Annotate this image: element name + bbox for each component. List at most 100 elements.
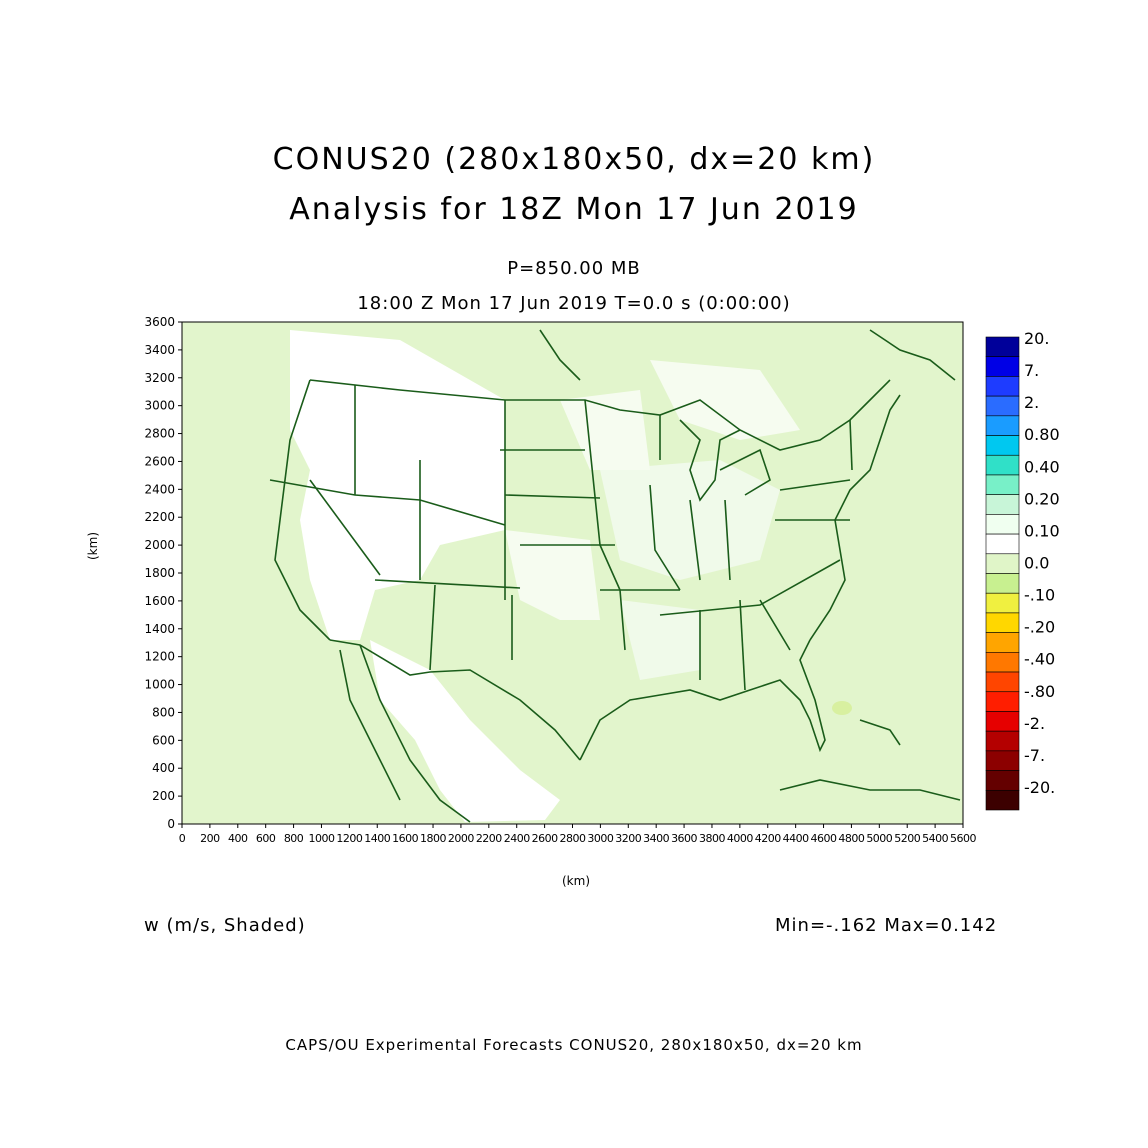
colorbar-swatch xyxy=(985,770,1020,791)
x-tick-label: 3800 xyxy=(699,832,725,845)
colorbar-swatch xyxy=(985,514,1020,535)
colorbar-label: 0.20 xyxy=(1024,489,1060,508)
x-tick-label: 1800 xyxy=(420,832,446,845)
pressure-level: P=850.00 MB xyxy=(507,258,641,279)
colorbar-swatch xyxy=(985,435,1020,456)
colorbar-swatch xyxy=(985,415,1020,436)
colorbar-swatch xyxy=(985,356,1020,377)
x-tick-label: 4200 xyxy=(755,832,781,845)
y-tick-label: 2800 xyxy=(144,427,175,441)
chart-title: CONUS20 (280x180x50, dx=20 km) xyxy=(272,142,876,177)
x-tick-label: 4800 xyxy=(838,832,864,845)
y-tick-label: 400 xyxy=(152,761,175,775)
y-tick-label: 800 xyxy=(152,705,175,719)
colorbar-label: -7. xyxy=(1024,746,1045,765)
y-tick-label: 3600 xyxy=(144,315,175,329)
colorbar-swatch xyxy=(985,711,1020,732)
y-tick-label: 3200 xyxy=(144,371,175,385)
x-tick-label: 1200 xyxy=(336,832,362,845)
x-tick-label: 3600 xyxy=(671,832,697,845)
colorbar-swatch xyxy=(985,592,1020,614)
colorbar: 20. 7. 2. 0.80 0.40 0.20 0.10 0.0 -.10 -.20 -.40 -.… xyxy=(985,329,1060,811)
x-tick-label: 2000 xyxy=(448,832,474,845)
colorbar-swatch xyxy=(985,730,1020,752)
x-tick-label: 2800 xyxy=(560,832,586,845)
colorbar-label: 0.0 xyxy=(1024,554,1049,573)
negative-w-patch xyxy=(832,701,852,715)
y-tick-label: 2200 xyxy=(144,510,175,524)
x-tick-label: 3400 xyxy=(643,832,669,845)
x-tick-label: 3000 xyxy=(587,832,613,845)
x-tick-label: 5000 xyxy=(866,832,892,845)
x-tick-label: 600 xyxy=(256,832,276,845)
colorbar-label: 7. xyxy=(1024,361,1039,380)
colorbar-swatch xyxy=(985,671,1020,693)
y-tick-label: 2400 xyxy=(144,482,175,496)
colorbar-swatch xyxy=(985,336,1020,358)
y-tick-label: 600 xyxy=(152,733,175,747)
x-tick-label: 4400 xyxy=(783,832,809,845)
chart-subtitle: Analysis for 18Z Mon 17 Jun 2019 xyxy=(289,192,859,227)
x-tick-label: 4600 xyxy=(811,832,837,845)
y-tick-label: 2000 xyxy=(144,538,175,552)
light-field-regions xyxy=(290,330,800,822)
colorbar-swatch xyxy=(985,652,1020,673)
x-tick-label: 1600 xyxy=(392,832,418,845)
colorbar-swatch xyxy=(985,789,1020,811)
x-tick-label: 1400 xyxy=(364,832,390,845)
colorbar-label: -20. xyxy=(1024,778,1055,797)
colorbar-label: -2. xyxy=(1024,714,1045,733)
valid-time: 18:00 Z Mon 17 Jun 2019 T=0.0 s (0:00:00… xyxy=(357,293,791,314)
min-max-readout: Min=-.162 Max=0.142 xyxy=(775,915,998,936)
colorbar-swatch xyxy=(985,454,1020,476)
y-tick-label: 1400 xyxy=(144,622,175,636)
x-tick-label: 5200 xyxy=(894,832,920,845)
x-tick-label: 4000 xyxy=(727,832,753,845)
colorbar-label: -.10 xyxy=(1024,586,1055,605)
colorbar-swatch xyxy=(985,632,1020,653)
x-tick-label: 1000 xyxy=(308,832,334,845)
colorbar-label: -.40 xyxy=(1024,650,1055,669)
y-tick-label: 0 xyxy=(167,817,175,831)
x-tick-label: 2600 xyxy=(532,832,558,845)
y-axis-label: (km) xyxy=(86,531,100,560)
x-tick-label: 3200 xyxy=(615,832,641,845)
colorbar-swatch xyxy=(985,750,1020,771)
y-tick-label: 1600 xyxy=(144,594,175,608)
colorbar-label: 0.80 xyxy=(1024,425,1060,444)
colorbar-swatch xyxy=(985,553,1020,574)
y-tick-label: 3000 xyxy=(144,399,175,413)
x-tick-label: 0 xyxy=(179,832,186,845)
colorbar-swatch xyxy=(985,494,1020,515)
y-tick-label: 1200 xyxy=(144,650,175,664)
colorbar-swatch xyxy=(985,691,1020,712)
x-axis-label: (km) xyxy=(562,874,591,888)
y-tick-label: 2600 xyxy=(144,454,175,468)
colorbar-swatch xyxy=(985,573,1020,594)
colorbar-label: -.20 xyxy=(1024,618,1055,637)
x-tick-label: 400 xyxy=(228,832,248,845)
x-tick-label: 5600 xyxy=(950,832,976,845)
y-tick-label: 1000 xyxy=(144,678,175,692)
colorbar-swatch xyxy=(985,533,1020,555)
x-tick-label: 200 xyxy=(200,832,220,845)
field-label: w (m/s, Shaded) xyxy=(144,915,306,936)
colorbar-swatch xyxy=(985,395,1020,417)
x-tick-label: 5400 xyxy=(922,832,948,845)
colorbar-label: 2. xyxy=(1024,393,1039,412)
geographic-boundaries xyxy=(269,329,961,823)
colorbar-swatch xyxy=(985,612,1020,633)
y-axis: 0 200 400 600 800 1000 1200 1400 1600 1800 2000 220… xyxy=(144,315,182,831)
y-tick-label: 200 xyxy=(152,789,175,803)
colorbar-swatch xyxy=(985,474,1020,495)
x-tick-label: 2200 xyxy=(476,832,502,845)
colorbar-label: 0.40 xyxy=(1024,457,1060,476)
colorbar-label: 20. xyxy=(1024,329,1049,348)
footer-credit: CAPS/OU Experimental Forecasts CONUS20, … xyxy=(285,1036,863,1054)
x-tick-label: 800 xyxy=(284,832,304,845)
x-tick-label: 2400 xyxy=(504,832,530,845)
y-tick-label: 3400 xyxy=(144,343,175,357)
colorbar-swatch xyxy=(985,376,1020,397)
colorbar-label: 0.10 xyxy=(1024,521,1060,540)
